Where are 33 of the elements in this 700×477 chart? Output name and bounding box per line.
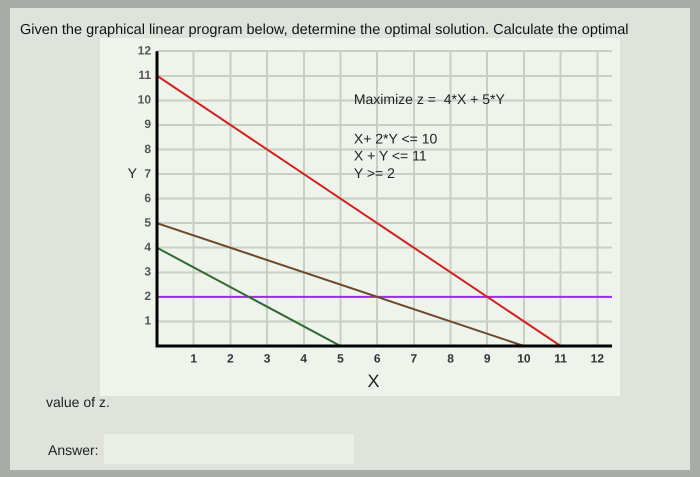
y-tick-label: 8 bbox=[144, 142, 152, 156]
x-tick-label: 2 bbox=[227, 352, 234, 366]
annotation: X+ 2*Y <= 10 bbox=[354, 130, 438, 146]
x-tick-label: 11 bbox=[554, 352, 568, 366]
y-tick-label: 6 bbox=[144, 190, 152, 205]
x-tick-label: 5 bbox=[337, 352, 344, 366]
y-tick-label: 4 bbox=[144, 240, 152, 254]
x-tick-label: 8 bbox=[447, 352, 454, 366]
x-tick-label: 7 bbox=[410, 352, 418, 366]
text: Answer: bbox=[48, 442, 99, 458]
y-tick-label: 11 bbox=[138, 68, 152, 82]
y-tick-label: 5 bbox=[144, 215, 152, 230]
x-tick-label: 6 bbox=[374, 352, 381, 366]
x-axis-title: X bbox=[367, 370, 380, 391]
y-axis-title: Y bbox=[128, 164, 138, 181]
x-tick-label: 1 bbox=[190, 352, 198, 366]
annotation: Y >= 2 bbox=[354, 164, 396, 181]
x-tick-label: 3 bbox=[264, 352, 271, 366]
x-tick-label: 9 bbox=[484, 352, 491, 366]
y-tick-label: 9 bbox=[144, 117, 152, 132]
chart-title: Given the graphical linear program below, determine the optimal solution. Calculate the optimal bbox=[20, 22, 629, 38]
y-tick-label: 10 bbox=[138, 92, 152, 107]
y-tick-label: 1 bbox=[144, 314, 152, 328]
y-tick-label: 12 bbox=[138, 44, 152, 58]
x-tick-label: 10 bbox=[517, 352, 531, 366]
annotation: Maximize z = 4*X + 5*Y bbox=[354, 91, 506, 108]
annotation: X + Y <= 11 bbox=[354, 148, 427, 164]
y-tick-label: 7 bbox=[144, 166, 152, 180]
x-tick-label: 12 bbox=[590, 352, 604, 366]
y-tick-label: 2 bbox=[144, 289, 152, 304]
y-tick-label: 3 bbox=[144, 264, 152, 279]
x-tick-label: 4 bbox=[300, 352, 308, 366]
text: value of z. bbox=[46, 394, 110, 410]
